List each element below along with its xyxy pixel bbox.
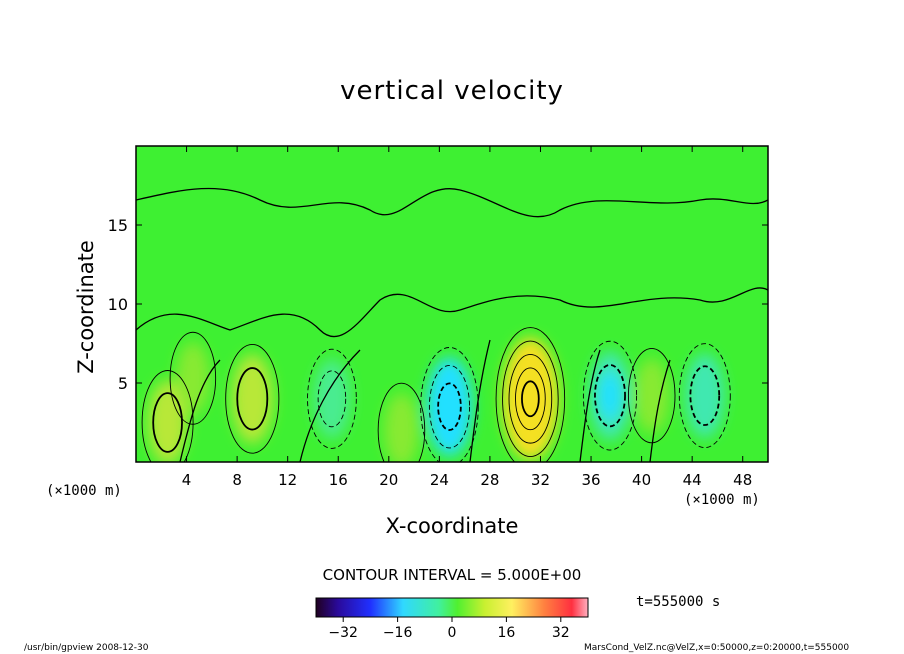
colorbar-tick-label: 0 — [448, 625, 457, 641]
time-label: t=555000 s — [636, 594, 721, 610]
x-axis: 4 8 12 16 20 24 28 32 36 40 44 48 — [182, 146, 752, 489]
contour-ring-5-2 — [437, 382, 462, 431]
anomaly-core-6 — [514, 365, 546, 433]
anomaly-core-5 — [436, 379, 463, 434]
x-tick-label: 12 — [278, 471, 297, 489]
contour-ring-6-3 — [515, 367, 546, 431]
x-tick-label: 36 — [581, 471, 600, 489]
anomaly-negative-3 — [313, 359, 351, 439]
contour-ring-7-1 — [594, 363, 626, 428]
anomaly-core-7 — [598, 371, 622, 421]
contour-ring-8-0 — [627, 347, 676, 444]
colorbar-tick-label: −32 — [328, 625, 358, 641]
contour-ring-6-0 — [495, 327, 566, 462]
zero-contour-1 — [136, 187, 768, 218]
y-tick-label: 10 — [108, 295, 128, 314]
contour-ring-9-1 — [689, 365, 721, 426]
colorbar-tick-label: −16 — [383, 625, 413, 641]
contour-interval-label: CONTOUR INTERVAL = 5.000E+00 — [322, 566, 582, 584]
x-tick-label: 20 — [379, 471, 398, 489]
contour-ring-9-0 — [678, 343, 731, 449]
contour-ring-1-0 — [169, 331, 217, 425]
x-tick-label: 4 — [182, 471, 192, 489]
x-unit-label-left: (×1000 m) — [46, 483, 122, 499]
x-tick-label: 8 — [232, 471, 242, 489]
x-tick-label: 44 — [683, 471, 702, 489]
x-tick-label: 16 — [329, 471, 348, 489]
colorbar-tick-label: 16 — [497, 625, 515, 641]
zero-contour-0 — [136, 287, 768, 338]
contour-lines — [136, 187, 768, 462]
x-tick-label: 28 — [480, 471, 499, 489]
anomaly-core-2 — [240, 374, 264, 424]
contour-ring-4-0 — [377, 382, 426, 462]
zero-contour-2 — [179, 339, 671, 462]
y-axis: 5 10 15 — [108, 216, 768, 393]
anomaly-positive-4 — [384, 393, 419, 462]
chart-title: vertical velocity — [340, 76, 564, 106]
contour-ring-2-0 — [225, 343, 280, 454]
contour-ring-2-1 — [236, 367, 269, 431]
contour-ring-7-0 — [582, 340, 638, 451]
anomaly-core-0 — [156, 399, 179, 446]
colorbar-tick-label: 32 — [552, 625, 570, 641]
x-tick-label: 32 — [531, 471, 550, 489]
colorbar-frame — [315, 597, 589, 618]
anomaly-core-9 — [694, 372, 716, 419]
y-tick-label: 15 — [108, 216, 128, 235]
x-axis-label: X-coordinate — [385, 514, 519, 538]
footer-right: MarsCond_VelZ.nc@VelZ,x=0:50000,z=0:2000… — [584, 643, 850, 653]
contour-ring-6-4 — [521, 380, 540, 418]
colorbar-ticks: −32 −16 0 16 32 — [328, 617, 570, 641]
contour-ring-6-2 — [508, 354, 553, 444]
anomaly-positive-8 — [634, 358, 670, 433]
x-unit-label-right: (×1000 m) — [684, 492, 760, 508]
y-tick-label: 5 — [118, 374, 128, 393]
contour-ring-0-1 — [152, 392, 183, 453]
colorbar — [316, 598, 588, 617]
x-tick-label: 48 — [733, 471, 752, 489]
contour-ring-5-0 — [420, 347, 479, 462]
x-tick-label: 40 — [632, 471, 651, 489]
anomaly-positive-1 — [176, 342, 210, 415]
contour-ring-0-0 — [141, 370, 194, 462]
contour-ring-5-1 — [428, 364, 470, 449]
contour-ring-3-1 — [317, 370, 347, 428]
y-axis-label: Z-coordinate — [74, 240, 98, 374]
contour-ring-3-0 — [307, 348, 357, 449]
footer-left: /usr/bin/gpview 2008-12-30 — [24, 643, 149, 653]
x-tick-label: 24 — [430, 471, 449, 489]
contour-ring-6-1 — [502, 340, 559, 458]
